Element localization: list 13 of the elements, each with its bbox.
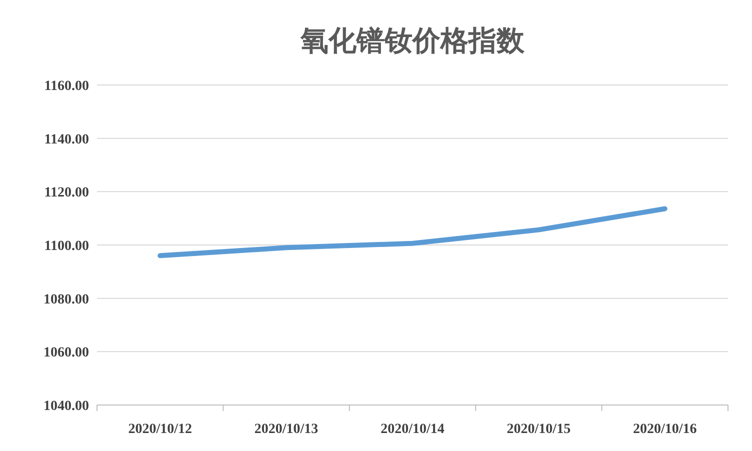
x-tick-label: 2020/10/15 — [506, 422, 571, 437]
chart-title: 氧化镨钕价格指数 — [300, 24, 526, 57]
y-tick-label: 1120.00 — [44, 186, 89, 201]
y-tick-label: 1080.00 — [44, 292, 89, 308]
y-tick-label: 1060.00 — [44, 346, 89, 361]
y-tick-label: 1040.00 — [44, 399, 89, 414]
y-tick-label: 1160.00 — [44, 79, 89, 94]
x-tick-label: 2020/10/12 — [128, 422, 192, 437]
x-tick-label: 2020/10/16 — [633, 422, 697, 437]
x-tick-label: 2020/10/13 — [254, 422, 318, 437]
y-tick-label: 1140.00 — [44, 132, 89, 148]
x-tick-label: 2020/10/14 — [380, 422, 444, 437]
y-tick-label: 1100.00 — [44, 239, 89, 254]
